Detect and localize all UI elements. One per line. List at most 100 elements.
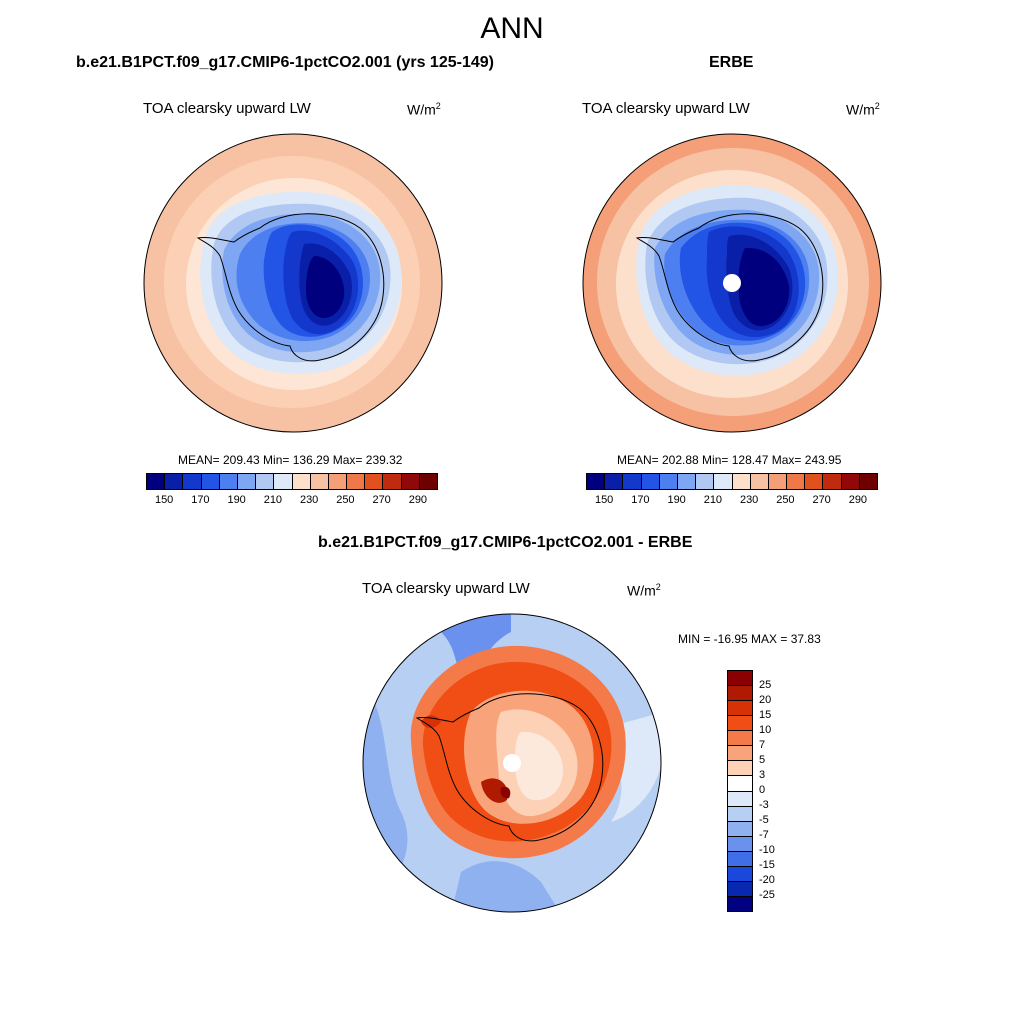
colorbar-tick-label: 290	[408, 494, 428, 506]
colorbar-tick-label: 190	[227, 494, 246, 506]
colorbar-swatch	[728, 866, 752, 882]
colorbar-swatch	[732, 474, 751, 489]
colorbar-swatch	[805, 474, 824, 489]
colorbar-swatch	[383, 474, 402, 489]
colorbar-tick-label: 150	[594, 494, 614, 506]
colorbar-swatch	[677, 474, 697, 489]
colorbar-swatch	[728, 791, 752, 807]
colorbar-swatch	[237, 474, 257, 489]
colorbar-swatch	[728, 731, 752, 747]
colorbar-tick-label: 250	[776, 494, 795, 506]
colorbar-swatch	[728, 881, 752, 897]
colorbar-swatch	[419, 474, 437, 489]
obs-stats: MEAN= 202.88 Min= 128.47 Max= 243.95	[617, 453, 842, 467]
colorbar-tick-label: 7	[759, 739, 766, 751]
colorbar-tick-label: 170	[631, 494, 650, 506]
colorbar-swatch	[696, 474, 715, 489]
colorbar-swatch	[841, 474, 860, 489]
colorbar-swatch	[728, 821, 752, 837]
diff-colorbar	[727, 670, 753, 912]
colorbar-swatch	[401, 474, 420, 489]
diff-units-label: W/m2	[627, 582, 661, 599]
colorbar-swatch	[728, 896, 752, 911]
colorbar-swatch	[728, 701, 752, 717]
colorbar-swatch	[587, 474, 606, 489]
diff-variable-label: TOA clearsky upward LW	[362, 580, 530, 597]
model-polar-map	[143, 133, 443, 433]
colorbar-swatch	[728, 716, 752, 732]
colorbar-tick-label: 270	[812, 494, 831, 506]
obs-polar-map	[582, 133, 882, 433]
colorbar-swatch	[728, 851, 752, 867]
colorbar-tick-label: 0	[759, 784, 766, 796]
colorbar-tick-label: -10	[759, 844, 775, 856]
colorbar-tick-label: -15	[759, 859, 775, 871]
colorbar-tick-label: 25	[759, 679, 772, 691]
colorbar-swatch	[147, 474, 166, 489]
colorbar-tick-label: -5	[759, 814, 769, 826]
colorbar-swatch	[823, 474, 842, 489]
colorbar-tick-label: 5	[759, 754, 766, 766]
colorbar-tick-label: 3	[759, 769, 766, 781]
diff-colorbar-ticks: 25 20 15 10 7 5 3 0 -3 -5 -7 -10 -15 -20 -25	[759, 670, 799, 910]
colorbar-swatch	[768, 474, 788, 489]
colorbar-swatch	[292, 474, 311, 489]
colorbar-swatch	[728, 746, 752, 762]
colorbar-swatch	[728, 671, 752, 687]
colorbar-swatch	[750, 474, 769, 489]
colorbar-swatch	[623, 474, 642, 489]
model-units-label: W/m2	[407, 101, 441, 118]
obs-colorbar	[586, 473, 878, 490]
colorbar-swatch	[165, 474, 184, 489]
colorbar-swatch	[328, 474, 348, 489]
figure-title: ANN	[480, 12, 544, 45]
colorbar-swatch	[201, 474, 220, 489]
model-colorbar	[146, 473, 438, 490]
colorbar-tick-label: -20	[759, 874, 775, 886]
colorbar-swatch	[728, 686, 752, 702]
colorbar-tick-label: 250	[336, 494, 355, 506]
colorbar-swatch	[728, 806, 752, 822]
colorbar-tick-label: 290	[848, 494, 868, 506]
colorbar-swatch	[659, 474, 678, 489]
model-variable-label: TOA clearsky upward LW	[143, 100, 311, 117]
colorbar-tick-label: -25	[759, 889, 775, 901]
diff-polar-map	[362, 613, 662, 913]
colorbar-tick-label: -3	[759, 799, 769, 811]
colorbar-swatch	[347, 474, 366, 489]
colorbar-tick-label: 210	[263, 494, 283, 506]
colorbar-tick-label: 150	[154, 494, 174, 506]
model-colorbar-ticks: 150 170 190 210 230 250 270 290	[146, 494, 436, 508]
colorbar-swatch	[605, 474, 624, 489]
colorbar-tick-label: 270	[372, 494, 391, 506]
colorbar-tick-label: 20	[759, 694, 772, 706]
colorbar-tick-label: 230	[739, 494, 759, 506]
colorbar-tick-label: 210	[703, 494, 723, 506]
model-panel-title: b.e21.B1PCT.f09_g17.CMIP6-1pctCO2.001 (y…	[76, 54, 494, 71]
diff-panel-title: b.e21.B1PCT.f09_g17.CMIP6-1pctCO2.001 - …	[318, 534, 693, 551]
colorbar-swatch	[641, 474, 660, 489]
colorbar-swatch	[714, 474, 733, 489]
colorbar-swatch	[365, 474, 384, 489]
colorbar-swatch	[274, 474, 293, 489]
colorbar-tick-label: -7	[759, 829, 769, 841]
obs-panel-title: ERBE	[709, 54, 754, 71]
colorbar-swatch	[787, 474, 806, 489]
colorbar-swatch	[728, 836, 752, 852]
colorbar-swatch	[183, 474, 202, 489]
colorbar-tick-label: 10	[759, 724, 772, 736]
obs-colorbar-ticks: 150 170 190 210 230 250 270 290	[586, 494, 876, 508]
obs-variable-label: TOA clearsky upward LW	[582, 100, 750, 117]
colorbar-swatch	[728, 776, 752, 792]
colorbar-swatch	[728, 761, 752, 777]
obs-units-label: W/m2	[846, 101, 880, 118]
colorbar-swatch	[310, 474, 329, 489]
colorbar-tick-label: 170	[191, 494, 210, 506]
colorbar-swatch	[256, 474, 275, 489]
colorbar-tick-label: 15	[759, 709, 772, 721]
diff-stats: MIN = -16.95 MAX = 37.83	[678, 632, 821, 646]
colorbar-tick-label: 230	[299, 494, 319, 506]
colorbar-tick-label: 190	[667, 494, 686, 506]
colorbar-swatch	[859, 474, 877, 489]
colorbar-swatch	[219, 474, 238, 489]
